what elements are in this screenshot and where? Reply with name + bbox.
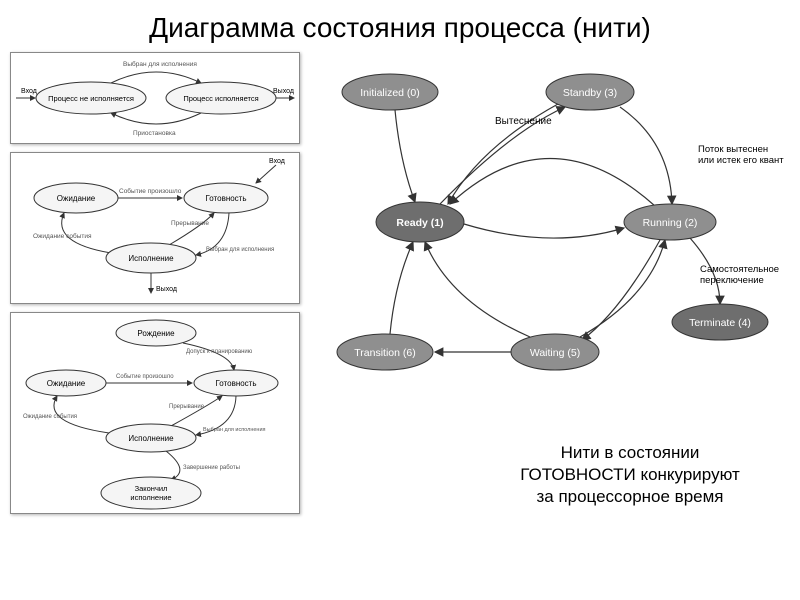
edge-ext-label: переключение [700, 275, 764, 286]
edge-ext-label: Самостоятельное [700, 264, 779, 275]
node-label: Рождение [137, 329, 175, 338]
content-area: Вход Выход Выбран для исполнения Приоста… [0, 52, 800, 514]
edge-label: Приостановка [133, 130, 176, 137]
edge-label: Вход [21, 88, 37, 95]
edge-label: Событие произошло [119, 187, 182, 195]
diagram-3state: Вход Событие произошло Ожидание события … [11, 153, 299, 303]
main-state-diagram: Вытеснение Поток вытеснен или истек его … [300, 52, 790, 442]
edge-label: Событие произошло [116, 374, 174, 380]
edge-label: Завершение работы [183, 465, 240, 471]
node-label: Готовность [215, 379, 256, 388]
edge-label: Выход [273, 88, 294, 95]
caption-line: за процессорное время [490, 486, 770, 508]
node-label: Transition (6) [354, 347, 415, 359]
node-label: Initialized (0) [360, 87, 420, 99]
edge-ext-label: или истек его квант [698, 155, 784, 166]
edge-label: Допуск к планированию [186, 349, 253, 355]
node-label: Waiting (5) [530, 347, 580, 359]
node-label: Ожидание [47, 379, 86, 388]
diagram-2state: Вход Выход Выбран для исполнения Приоста… [11, 53, 299, 143]
edge-label: Выбран для исполнения [203, 427, 266, 433]
edge-label: Прерывание [171, 220, 209, 227]
node-label: Исполнение [128, 434, 174, 443]
edge-label-preempt: Вытеснение [495, 116, 552, 127]
edge-ext-label: Поток вытеснен [698, 144, 768, 155]
edge-label: Выход [156, 286, 177, 293]
edge-label: Прерывание [169, 404, 205, 410]
edge-label: Выбран для исполнения [206, 247, 274, 253]
panel-five-state: Допуск к планированию Событие произошло … [10, 312, 300, 514]
node-label: Ожидание [57, 194, 96, 203]
edge-label: Ожидание события [23, 414, 77, 420]
edge-label: Вход [269, 158, 285, 165]
node-label: исполнение [130, 493, 171, 502]
caption-line: ГОТОВНОСТИ конкурируют [490, 464, 770, 486]
edge-label: Выбран для исполнения [123, 60, 197, 68]
node-label: Процесс исполняется [183, 94, 258, 103]
node-label: Исполнение [128, 254, 174, 263]
caption-line: Нити в состоянии [490, 442, 770, 464]
left-column: Вход Выход Выбран для исполнения Приоста… [10, 52, 300, 514]
right-column: Вытеснение Поток вытеснен или истек его … [300, 52, 790, 514]
node-label: Закончил [135, 484, 168, 493]
panel-simple-2state: Вход Выход Выбран для исполнения Приоста… [10, 52, 300, 144]
caption: Нити в состоянии ГОТОВНОСТИ конкурируют … [490, 442, 770, 508]
node-label: Standby (3) [563, 87, 617, 99]
node-label: Running (2) [643, 217, 698, 229]
node-label: Terminate (4) [689, 317, 751, 329]
panel-three-state: Вход Событие произошло Ожидание события … [10, 152, 300, 304]
edge-label: Ожидание события [33, 232, 92, 240]
node-label: Процесс не исполняется [48, 94, 134, 103]
node-label: Готовность [205, 194, 246, 203]
page-title: Диаграмма состояния процесса (нити) [0, 0, 800, 52]
diagram-5state: Допуск к планированию Событие произошло … [11, 313, 299, 513]
node-label: Ready (1) [396, 217, 443, 229]
